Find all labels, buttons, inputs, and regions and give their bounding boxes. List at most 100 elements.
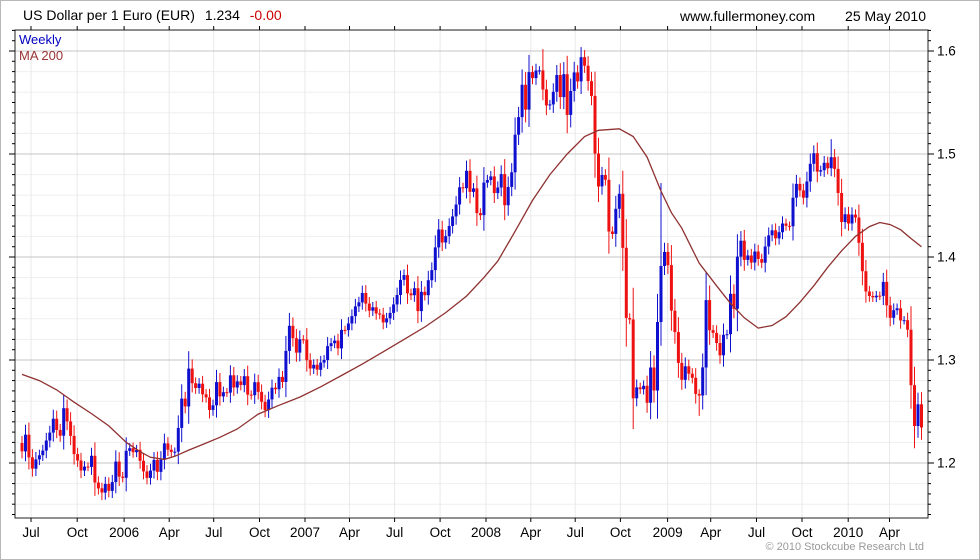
- candle-body: [548, 104, 552, 106]
- candle-body: [121, 476, 125, 478]
- candle-body: [93, 455, 97, 483]
- header-right: www.fullermoney.com 25 May 2010: [680, 8, 926, 24]
- candle-body: [322, 360, 326, 363]
- candle-body: [197, 383, 201, 388]
- x-axis-label: Jul: [567, 525, 584, 540]
- candle-body: [579, 57, 583, 82]
- candle-body: [527, 72, 531, 110]
- candle-body: [444, 236, 448, 243]
- candle-body: [253, 382, 257, 396]
- candle-body: [565, 74, 569, 115]
- candle-body: [826, 162, 830, 169]
- candle-body: [44, 440, 48, 451]
- candle-body: [416, 288, 420, 312]
- candle-body: [742, 240, 746, 260]
- candle-body: [301, 339, 305, 341]
- candle-body: [791, 197, 795, 227]
- candle-body: [857, 217, 861, 243]
- candle-body: [169, 449, 173, 452]
- candle-body: [624, 247, 628, 318]
- candle-body: [294, 338, 298, 353]
- candle-body: [360, 293, 364, 303]
- candle-body: [860, 242, 864, 272]
- candle-body: [187, 368, 191, 407]
- candle-body: [499, 174, 503, 188]
- candle-body: [805, 181, 809, 198]
- candle-body: [902, 320, 906, 322]
- candle-body: [433, 247, 437, 271]
- candle-body: [263, 401, 267, 411]
- candle-body: [451, 216, 455, 226]
- candle-body: [763, 246, 767, 263]
- y-axis-label: 1.5: [937, 147, 956, 162]
- candle-body: [774, 230, 778, 239]
- last-price: 1.234: [204, 7, 240, 23]
- candle-body: [586, 65, 590, 82]
- candle-body: [669, 265, 673, 311]
- candle-body: [319, 362, 323, 370]
- candle-body: [447, 226, 451, 237]
- candle-body: [920, 404, 923, 428]
- candle-body: [472, 188, 475, 192]
- candle-body: [173, 451, 177, 453]
- candle-body: [812, 153, 816, 164]
- candle-body: [739, 240, 743, 257]
- legend-weekly-label: Weekly: [19, 32, 62, 47]
- candle-body: [781, 223, 784, 233]
- candle-body: [412, 288, 416, 296]
- candle-body: [847, 214, 850, 224]
- x-axis-label: 2009: [653, 525, 683, 540]
- candle-body: [145, 471, 149, 478]
- candle-body: [277, 376, 281, 390]
- candle-body: [426, 280, 430, 296]
- candle-body: [58, 430, 62, 436]
- candle-body: [284, 350, 288, 382]
- candle-body: [110, 482, 114, 491]
- candle-body: [72, 435, 76, 455]
- candle-body: [62, 408, 66, 436]
- candle-body: [854, 214, 857, 218]
- candle-body: [610, 231, 614, 234]
- candle-body: [534, 70, 538, 79]
- candle-body: [569, 91, 573, 115]
- candle-body: [916, 404, 920, 426]
- candle-body: [788, 225, 791, 227]
- candle-body: [683, 366, 687, 380]
- candle-body: [777, 232, 781, 239]
- candle-body: [350, 316, 354, 324]
- candle-body: [555, 75, 559, 92]
- candle-body: [34, 459, 38, 469]
- candle-body: [492, 176, 496, 194]
- x-axis-label: Oct: [67, 525, 88, 540]
- candle-body: [888, 305, 892, 318]
- chart-legend: Weekly MA 200: [19, 32, 63, 64]
- candle-body: [41, 450, 45, 456]
- candle-body: [468, 170, 472, 192]
- candle-body: [881, 281, 885, 296]
- candle-body: [478, 213, 482, 216]
- candle-body: [437, 229, 441, 248]
- candle-body: [239, 381, 243, 385]
- y-axis-label: 1.4: [937, 250, 956, 265]
- x-axis-label: Jul: [748, 525, 765, 540]
- candle-body: [406, 275, 409, 294]
- candle-body: [794, 183, 798, 198]
- candle-body: [725, 334, 729, 336]
- candle-body: [874, 295, 878, 298]
- candle-body: [440, 229, 444, 243]
- x-axis-label: Jul: [386, 525, 403, 540]
- candle-body: [850, 214, 854, 224]
- candle-body: [617, 193, 621, 209]
- candle-body: [201, 383, 205, 395]
- x-axis-label: Apr: [339, 525, 361, 540]
- candle-body: [166, 443, 170, 450]
- candle-body: [864, 271, 868, 292]
- x-axis-label: Oct: [791, 525, 812, 540]
- candle-body: [388, 312, 392, 319]
- website-link[interactable]: www.fullermoney.com: [680, 8, 816, 24]
- candle-body: [704, 300, 708, 368]
- candle-body: [687, 366, 691, 374]
- candle-body: [461, 187, 465, 189]
- candle-body: [808, 163, 812, 182]
- candle-body: [718, 343, 722, 356]
